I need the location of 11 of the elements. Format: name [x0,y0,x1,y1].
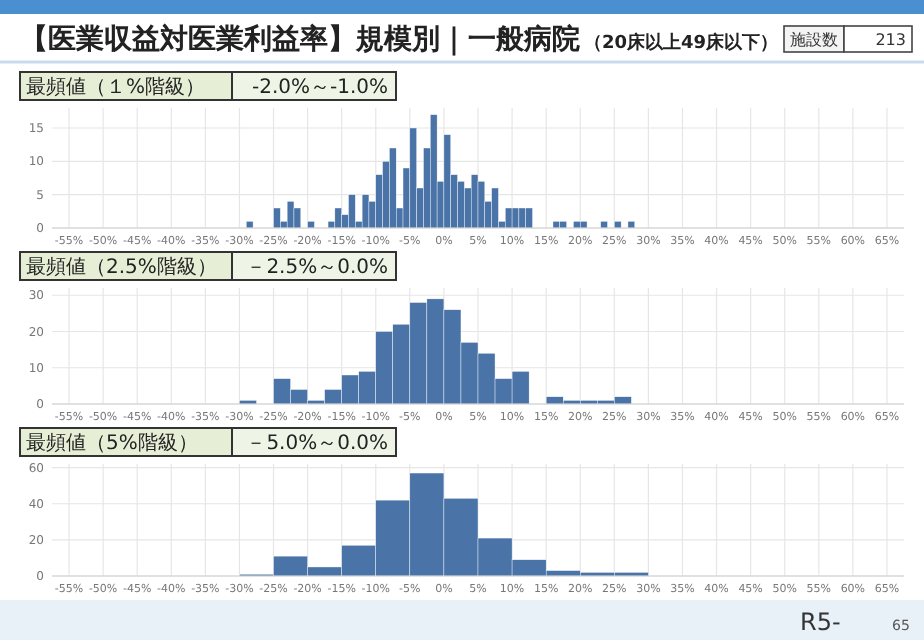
text: 最頻値（１%階級） [26,75,206,99]
text: -2.0%～-1.0% [251,77,388,99]
chart-subtitle: （20床以上49床以下） [584,32,779,54]
chart-title: 【医業収益対医業利益率】規模別｜一般病院 [20,24,580,56]
text: －2.5%～0.0% [246,257,388,279]
text: 最頻値（2.5%階級） [26,255,217,279]
text: 最頻値（5%階級） [26,431,198,455]
text: 213 [875,31,906,49]
text: －5.0%～0.0% [246,433,388,455]
text: R5- [800,608,841,636]
text: 施設数 [790,31,838,49]
